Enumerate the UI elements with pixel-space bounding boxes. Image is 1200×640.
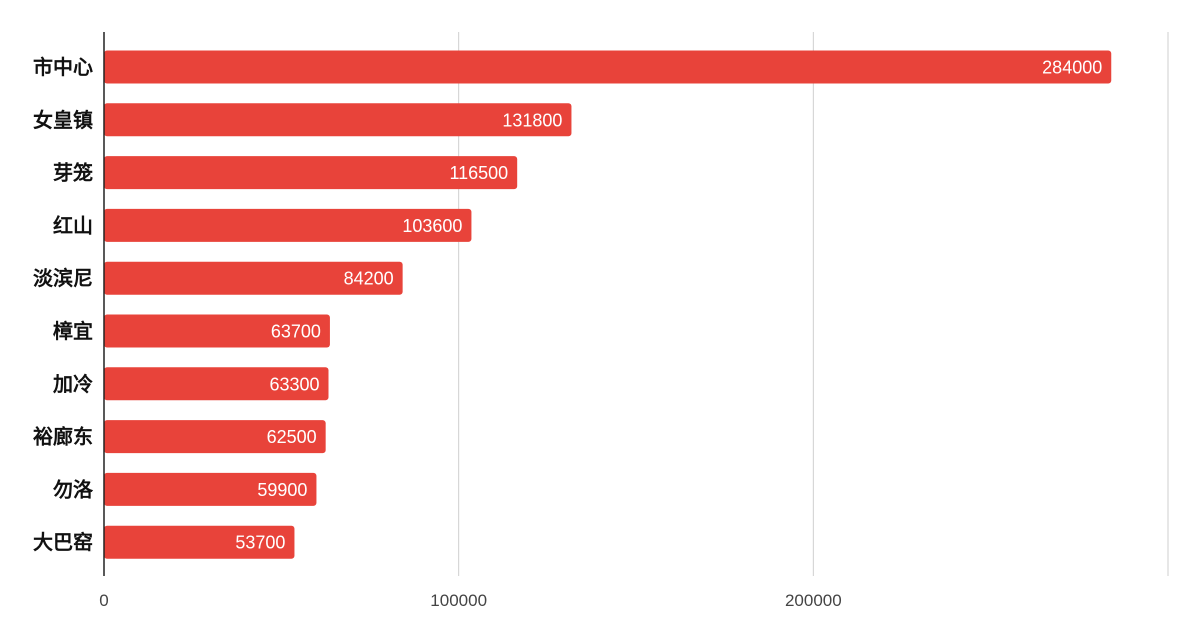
x-tick-labels: 0 100000 200000 <box>99 591 841 610</box>
category-label-4: 红山 <box>53 213 93 237</box>
x-tick-label-2: 100000 <box>430 591 487 610</box>
bar-9 <box>104 472 317 506</box>
data-label-10: 53700 <box>235 533 285 553</box>
category-label-5: 淡滨尼 <box>33 266 93 290</box>
data-label-5: 84200 <box>344 269 394 289</box>
category-label-2: 女皇镇 <box>33 108 93 132</box>
bar-8 <box>104 420 326 454</box>
category-label-10: 大巴窑 <box>33 530 93 554</box>
bar-4 <box>104 208 472 242</box>
bar-5 <box>104 261 403 295</box>
data-labels: 284000 131800 116500 103600 84200 63700 63300 6… <box>235 58 1102 553</box>
data-label-6: 63700 <box>271 322 321 342</box>
category-label-7: 加冷 <box>52 372 93 396</box>
bar-2 <box>104 103 572 137</box>
data-label-4: 103600 <box>402 216 462 236</box>
data-label-3: 116500 <box>449 163 508 183</box>
bar-3 <box>104 156 518 190</box>
bar-6 <box>104 314 330 348</box>
data-label-2: 131800 <box>502 110 562 130</box>
data-label-1: 284000 <box>1042 58 1102 78</box>
category-label-9: 勿洛 <box>53 477 94 501</box>
category-label-8: 裕廊东 <box>33 425 93 449</box>
data-label-7: 63300 <box>269 374 319 394</box>
category-label-1: 市中心 <box>33 55 93 79</box>
bar-7 <box>104 367 329 401</box>
category-label-6: 樟宜 <box>53 319 93 343</box>
data-label-9: 59900 <box>257 480 307 500</box>
data-label-8: 62500 <box>267 427 317 447</box>
bar-10 <box>104 525 295 559</box>
x-tick-label-1: 0 <box>99 591 108 610</box>
bars <box>104 50 1112 559</box>
x-tick-label-3: 200000 <box>785 591 842 610</box>
bar-1 <box>104 50 1112 84</box>
category-label-3: 芽笼 <box>53 161 93 185</box>
